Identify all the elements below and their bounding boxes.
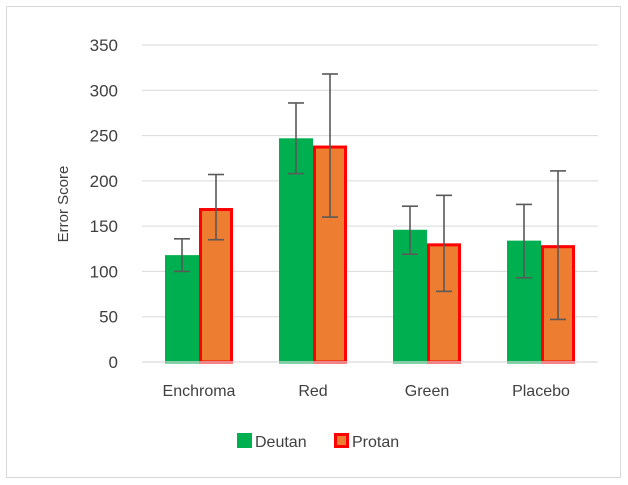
y-tick-label: 50 bbox=[99, 308, 118, 327]
y-tick-label: 200 bbox=[90, 172, 118, 191]
y-tick-label: 350 bbox=[90, 36, 118, 55]
legend-swatch-deutan bbox=[237, 433, 252, 448]
x-category-label: Green bbox=[405, 383, 449, 400]
x-axis-category-labels: Enchroma Red Green Placebo bbox=[163, 383, 570, 400]
x-category-label: Enchroma bbox=[163, 383, 236, 400]
y-axis-tick-labels: 0 50 100 150 200 250 300 350 bbox=[90, 36, 118, 372]
y-tick-label: 100 bbox=[90, 262, 118, 281]
legend: Deutan Protan bbox=[237, 433, 399, 451]
x-category-label: Placebo bbox=[512, 383, 570, 400]
y-tick-label: 250 bbox=[90, 127, 118, 146]
y-axis-title: Error Score bbox=[55, 166, 72, 243]
y-tick-label: 150 bbox=[90, 217, 118, 236]
y-tick-label: 0 bbox=[109, 353, 118, 372]
legend-label-protan: Protan bbox=[352, 434, 399, 451]
y-tick-label: 300 bbox=[90, 81, 118, 100]
bar-deutan bbox=[165, 255, 199, 364]
legend-label-deutan: Deutan bbox=[255, 434, 307, 451]
error-bars bbox=[174, 73, 566, 321]
bars bbox=[165, 138, 575, 364]
bar-deutan bbox=[279, 138, 313, 364]
legend-swatch-protan bbox=[334, 433, 349, 448]
x-category-label: Red bbox=[298, 383, 327, 400]
